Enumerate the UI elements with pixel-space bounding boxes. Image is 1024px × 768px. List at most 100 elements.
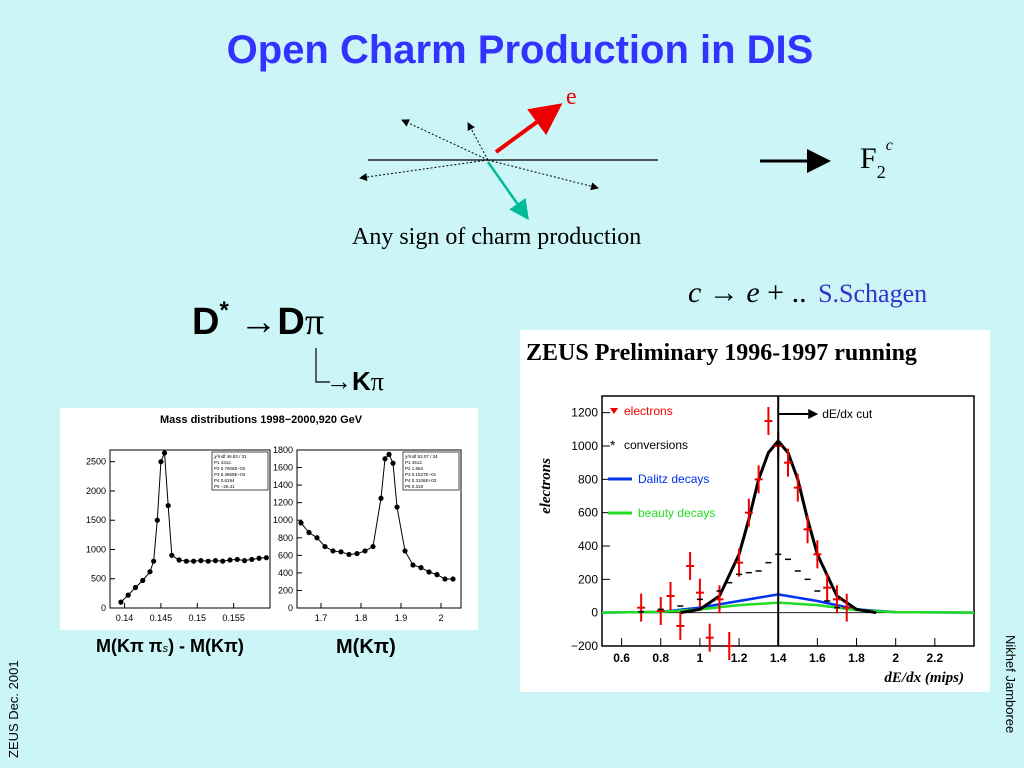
fit-stats-line: P1 4512. xyxy=(405,460,423,465)
data-point xyxy=(256,555,262,561)
decay-branch-line xyxy=(315,348,330,383)
fit-stats-line: P2 1.863 xyxy=(405,466,424,471)
decay-star: * xyxy=(219,297,229,324)
track-1 xyxy=(401,119,489,161)
mass-left-xlabel-rest: ) - M(Kπ) xyxy=(168,636,244,656)
y-tick-label: 1000 xyxy=(571,439,598,453)
x-tick-label: 1.9 xyxy=(395,613,408,623)
data-point xyxy=(161,450,168,456)
y-tick-label: 1800 xyxy=(273,445,293,455)
x-tick-label: 1.4 xyxy=(770,651,787,665)
y-tick-label: 0 xyxy=(101,603,106,613)
fit-stats-line: χ²/ndf 46.83 / 31 xyxy=(214,454,247,459)
x-tick-label: 1 xyxy=(697,651,704,665)
y-tick-label: 0 xyxy=(288,603,293,613)
data-point xyxy=(158,459,164,465)
semileptonic-formula: c → e + .. S.Schagen xyxy=(688,276,927,310)
d-decay: →Kπ xyxy=(326,366,384,397)
data-point xyxy=(234,556,240,563)
fit-stats-line: P4 0.6194 xyxy=(214,478,235,483)
data-point xyxy=(434,572,440,578)
formula-rest: + .. xyxy=(767,276,807,309)
zeus-title: ZEUS Preliminary 1996-1997 running xyxy=(526,340,917,366)
y-tick-label: 1000 xyxy=(273,515,293,525)
formula-c: c xyxy=(688,276,702,309)
x-tick-label: 2 xyxy=(892,651,899,665)
formula-e: e xyxy=(746,276,760,309)
data-point xyxy=(386,451,392,457)
y-tick-label: 2500 xyxy=(86,457,106,467)
zeus-panel xyxy=(520,330,990,692)
footer-left: ZEUS Dec. 2001 xyxy=(6,660,21,758)
y-tick-label: 400 xyxy=(578,539,598,553)
data-point xyxy=(249,556,255,563)
y-tick-label: 400 xyxy=(278,568,293,578)
data-point xyxy=(354,550,360,557)
author-label: S.Schagen xyxy=(818,279,928,308)
data-point xyxy=(220,558,226,564)
track-2 xyxy=(467,122,489,161)
y-tick-label: 800 xyxy=(578,472,598,486)
plot-frame xyxy=(296,449,462,609)
data-point xyxy=(147,569,153,575)
y-tick-label: 1200 xyxy=(571,406,598,420)
zeus-plot: −200 0 200 400 600 800 1000 1200 0.6 0.8 1 1.2 1.4 1.… xyxy=(538,395,975,686)
f2c-F: F xyxy=(860,142,877,175)
decay2-arrow: → xyxy=(326,367,352,396)
x-tick-label: 1.8 xyxy=(355,613,368,623)
f2c-sup: c xyxy=(885,137,893,154)
data-point xyxy=(418,565,424,571)
y-tick-label: 1200 xyxy=(273,498,293,508)
zeus-ylabel: electrons xyxy=(538,458,554,514)
x-tick-label: 0.145 xyxy=(150,613,173,623)
slide-title: Open Charm Production in DIS xyxy=(226,28,814,72)
data-point xyxy=(205,558,211,564)
mass-left-xlabel: M(Kπ πs) - M(Kπ) xyxy=(96,636,244,657)
y-tick-label: −200 xyxy=(571,639,598,653)
y-tick-label: 600 xyxy=(278,550,293,560)
y-tick-label: 800 xyxy=(278,533,293,543)
legend-label: electrons xyxy=(624,404,673,418)
track-3 xyxy=(359,159,489,181)
data-point xyxy=(390,460,396,466)
data-point xyxy=(382,456,388,462)
x-tick-label: 1.7 xyxy=(315,613,328,623)
data-point xyxy=(410,562,416,568)
data-point xyxy=(169,552,175,558)
data-point xyxy=(378,495,384,501)
track-4 xyxy=(487,159,599,191)
data-point xyxy=(346,551,352,558)
footer-right: Nikhef Jamboree xyxy=(1003,635,1018,734)
legend-label: Dalitz decays xyxy=(638,472,709,486)
y-tick-label: 200 xyxy=(278,585,293,595)
event-diagram xyxy=(359,103,831,221)
decay2-pi: π xyxy=(370,367,384,396)
data-point xyxy=(306,529,312,536)
decay2-K: K xyxy=(352,366,371,396)
y-tick-label: 1500 xyxy=(86,515,106,525)
electron-label: e xyxy=(566,84,577,110)
fit-stats-line: P1 4312. xyxy=(214,460,232,465)
data-point xyxy=(314,535,320,541)
fit-stats-line: P4 0.3106E+03 xyxy=(405,478,437,483)
data-point xyxy=(322,543,328,550)
data-point xyxy=(370,543,376,550)
zeus-frame xyxy=(601,395,975,647)
plot-frame xyxy=(109,449,271,609)
data-point xyxy=(450,576,456,582)
data-point xyxy=(426,569,432,575)
x-tick-label: 0.14 xyxy=(116,613,134,623)
data-point xyxy=(241,558,248,564)
mass-left-xlabel-main: M(Kπ π xyxy=(96,636,163,656)
fit-stats-line: P5 −26.41 xyxy=(214,484,235,489)
y-tick-label: 1000 xyxy=(86,544,106,554)
data-point xyxy=(338,549,344,555)
y-tick-label: 1400 xyxy=(273,480,293,490)
mass-left-plot: 0 500 1000 1500 2000 2500 0.14 0.145 0.15 0.155 χ²… xyxy=(86,449,271,623)
fit-stats-line: χ²/ndf 53.07 / 34 xyxy=(405,454,438,459)
data-point xyxy=(298,520,304,526)
x-tick-label: 1.2 xyxy=(731,651,748,665)
electron-track xyxy=(494,103,563,154)
x-tick-label: 0.8 xyxy=(652,651,669,665)
x-tick-label: 1.8 xyxy=(848,651,865,665)
